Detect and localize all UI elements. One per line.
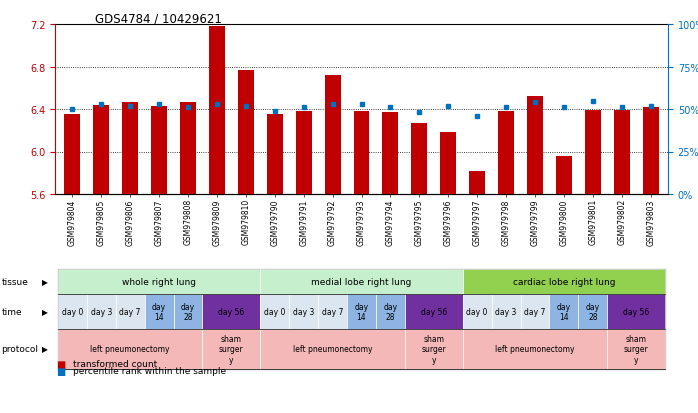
Text: ▶: ▶ [43,307,48,316]
Text: ■: ■ [56,366,65,376]
Text: day 7: day 7 [524,307,546,316]
Bar [267,115,283,195]
Text: tissue: tissue [1,277,29,286]
Bar [383,113,399,195]
Text: sham
surger
y: sham surger y [624,334,648,364]
Text: day 3: day 3 [496,307,517,316]
Text: percentile rank within the sample: percentile rank within the sample [73,366,226,375]
Text: day
14: day 14 [355,302,369,321]
Text: medial lobe right lung: medial lobe right lung [311,277,412,286]
Text: day 7: day 7 [322,307,343,316]
Text: sham
surger
y: sham surger y [422,334,446,364]
Bar [498,112,514,195]
Text: day 0: day 0 [264,307,285,316]
Bar [238,71,254,195]
Bar [354,112,369,195]
Text: time: time [1,307,22,316]
Text: GDS4784 / 10429621: GDS4784 / 10429621 [95,12,222,25]
Text: day
14: day 14 [152,302,166,321]
Text: ■: ■ [56,359,65,369]
Text: day 56: day 56 [218,307,244,316]
Bar [94,105,109,195]
Text: sham
surger
y: sham surger y [219,334,244,364]
Bar [64,115,80,195]
Text: cardiac lobe right lung: cardiac lobe right lung [512,277,615,286]
Text: day 0: day 0 [61,307,83,316]
Bar [122,102,138,195]
Text: day 56: day 56 [421,307,447,316]
Text: day
14: day 14 [557,302,571,321]
Text: day
28: day 28 [383,302,397,321]
Bar [585,111,601,195]
Bar [411,123,427,195]
Bar [296,112,311,195]
Text: left pneumonectomy: left pneumonectomy [91,345,170,354]
Text: ▶: ▶ [43,277,48,286]
Text: day 3: day 3 [91,307,112,316]
Text: day 56: day 56 [623,307,649,316]
Bar [180,102,196,195]
Bar [209,27,225,195]
Text: day 7: day 7 [119,307,141,316]
Text: left pneumonectomy: left pneumonectomy [496,345,574,354]
Bar [527,97,543,195]
Bar [556,157,572,195]
Bar [469,171,485,195]
Text: day
28: day 28 [586,302,600,321]
Text: whole right lung: whole right lung [122,277,196,286]
Bar [440,133,456,195]
Bar [325,76,341,195]
Bar [151,107,167,195]
Text: left pneumonectomy: left pneumonectomy [293,345,372,354]
Text: day
28: day 28 [181,302,195,321]
Text: protocol: protocol [1,345,38,354]
Text: day 0: day 0 [466,307,488,316]
Text: transformed count: transformed count [73,359,158,368]
Bar [643,108,659,195]
Text: day 3: day 3 [293,307,314,316]
Text: ▶: ▶ [43,345,48,354]
Bar [614,111,630,195]
